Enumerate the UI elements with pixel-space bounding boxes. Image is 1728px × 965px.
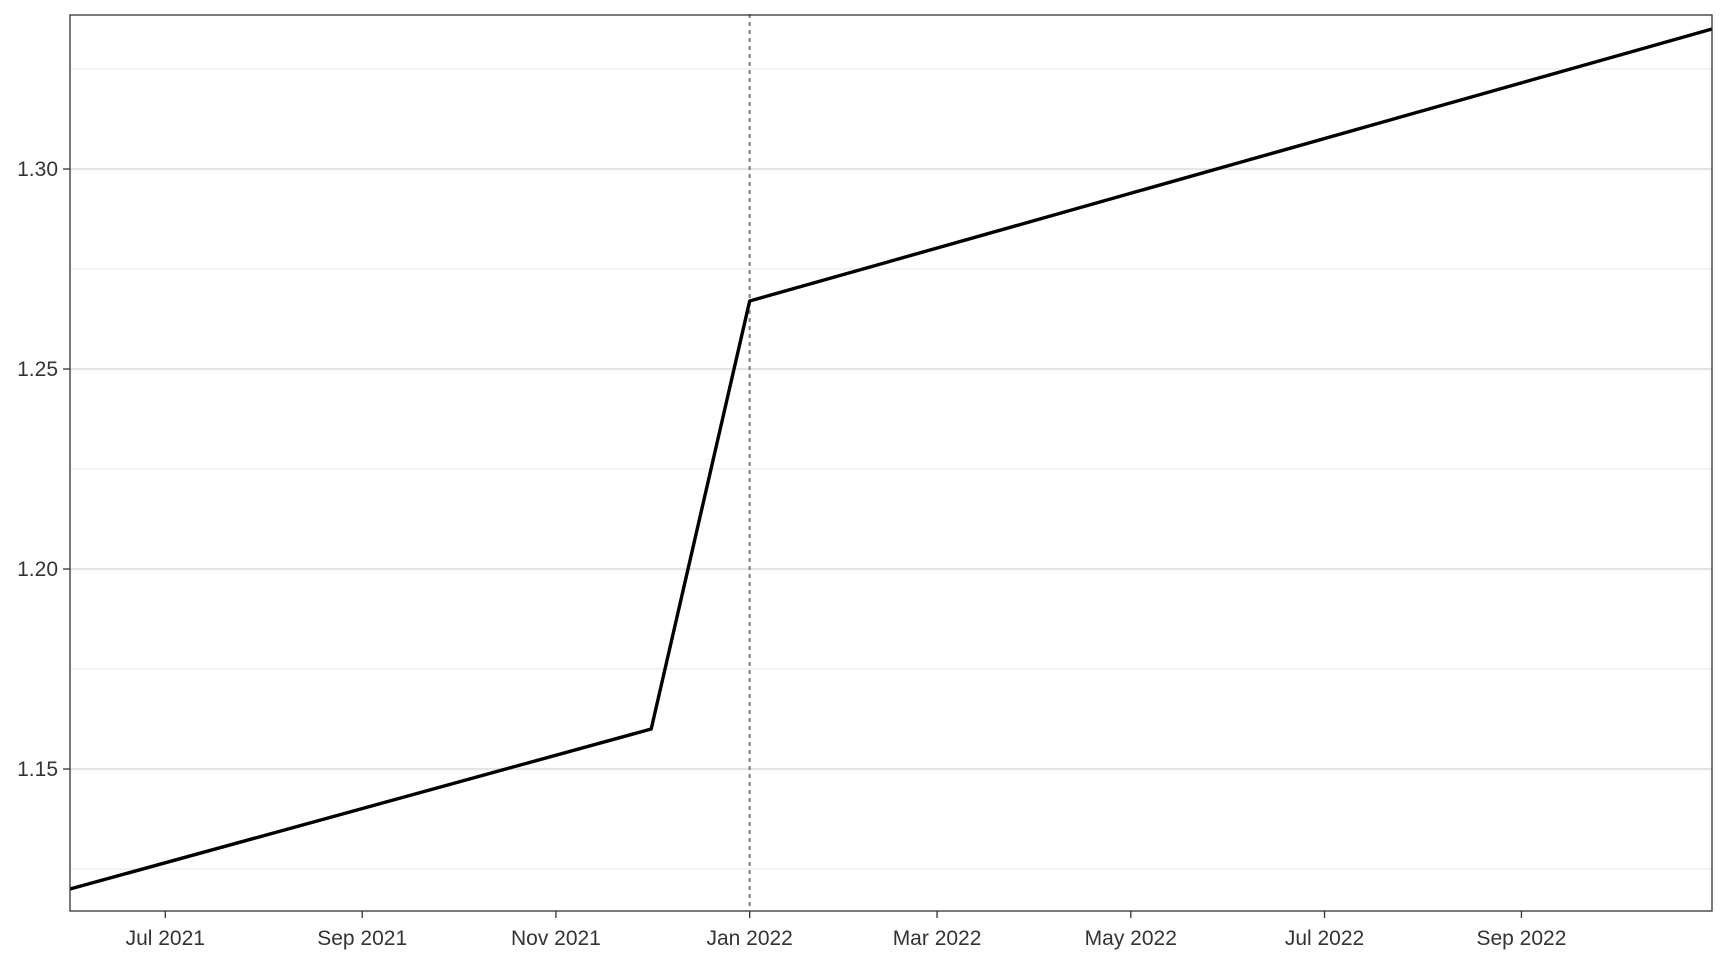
x-tick-label: Jan 2022: [706, 927, 792, 950]
y-tick-label: 1.20: [17, 558, 58, 581]
x-tick-label: Sep 2021: [317, 927, 407, 950]
x-tick-label: Sep 2022: [1476, 927, 1566, 950]
y-tick-label: 1.25: [17, 358, 58, 381]
series-layer: [69, 27, 1713, 891]
grid-layer: [70, 68, 1712, 870]
axis-layer: Jul 2021 Sep 2021 Nov 2021 Jan 2022 Mar 2022…: [17, 158, 1566, 950]
x-tick-label: Nov 2021: [511, 927, 601, 950]
y-tick-label: 1.15: [17, 758, 58, 781]
panel-border: [69, 14, 1713, 912]
x-tick-label: Jul 2022: [1285, 927, 1364, 950]
x-tick-label: May 2022: [1085, 927, 1177, 950]
x-tick-label: Mar 2022: [893, 927, 982, 950]
y-tick-label: 1.30: [17, 158, 58, 181]
series-line: [69, 27, 1713, 891]
x-tick-label: Jul 2021: [126, 927, 205, 950]
